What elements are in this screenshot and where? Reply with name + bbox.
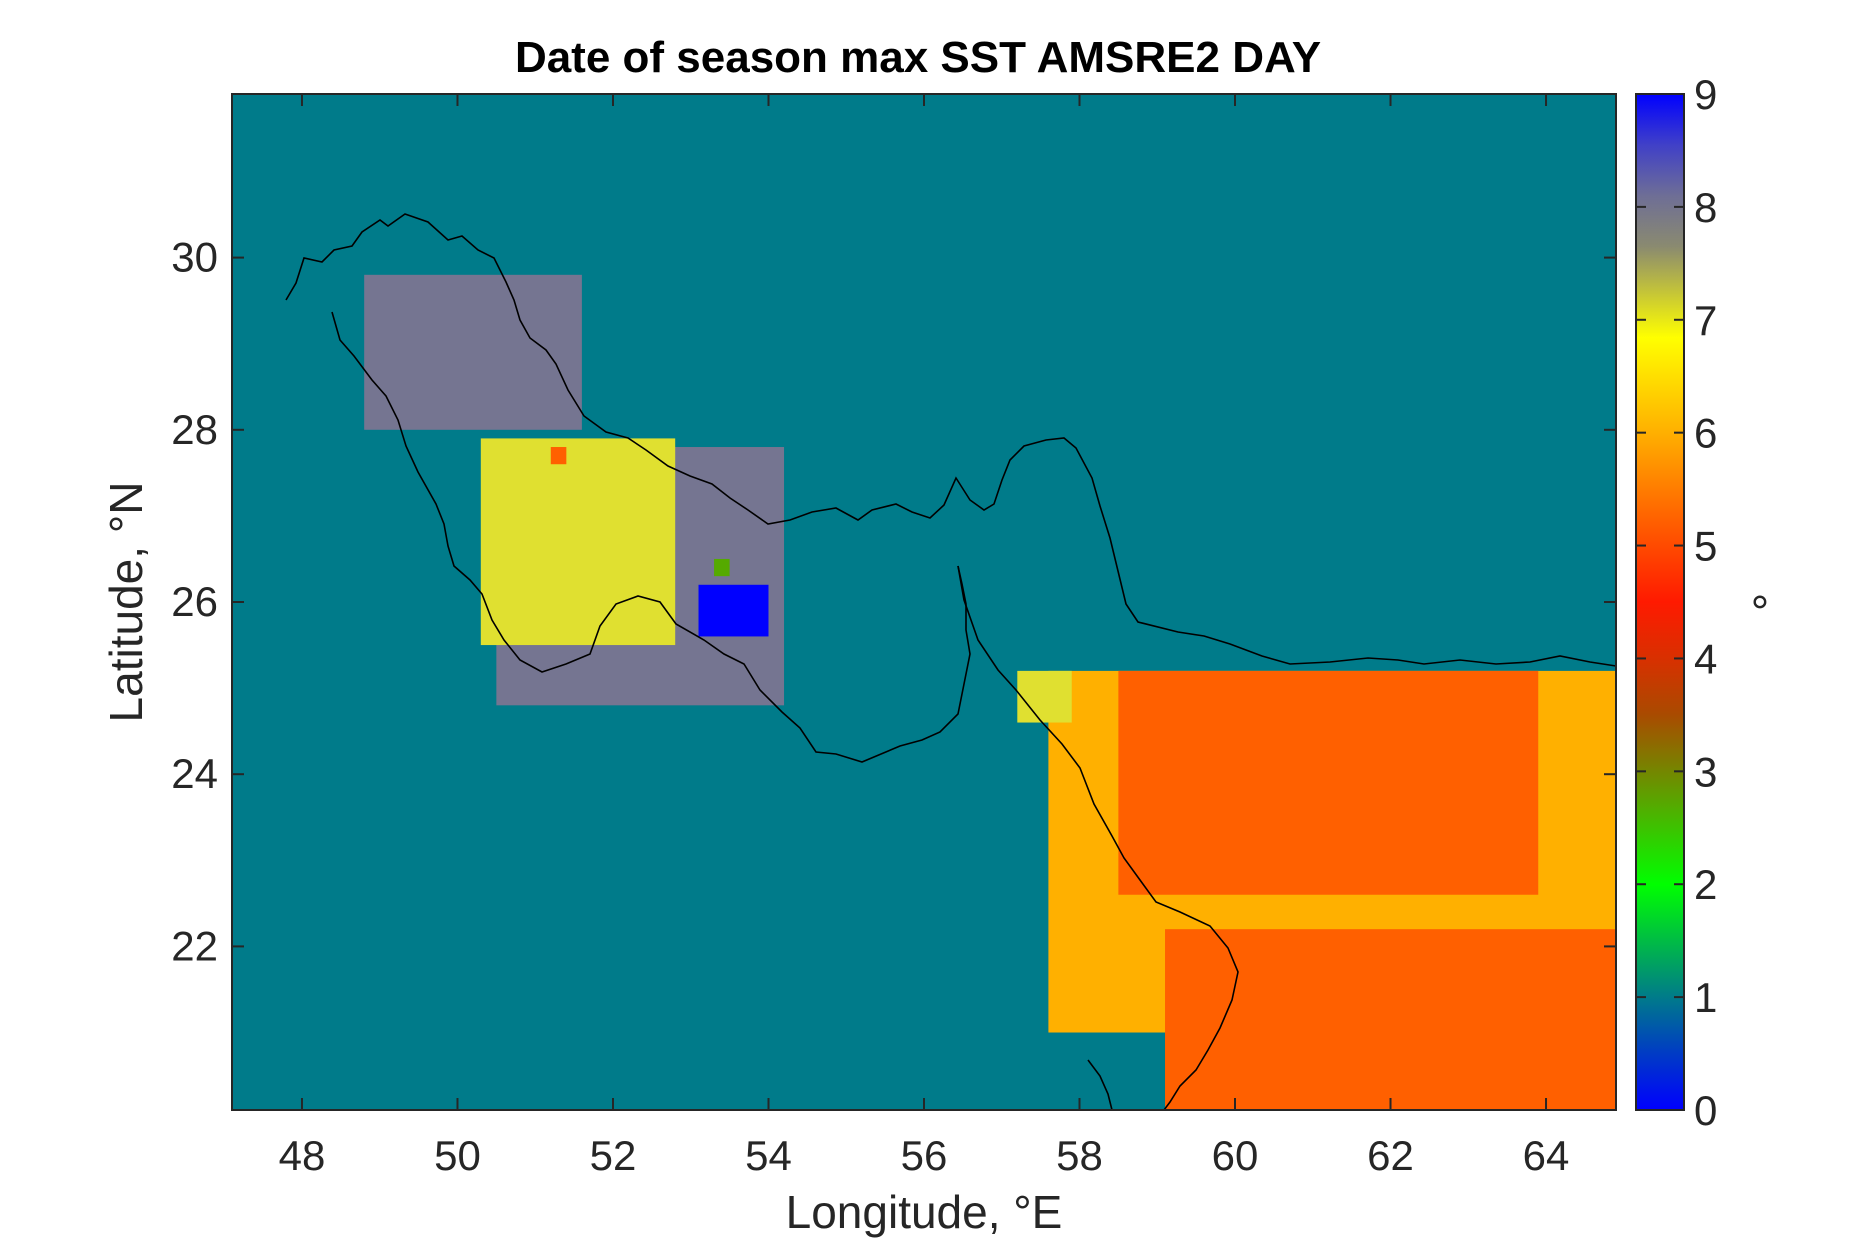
x-tick-label: 62 [1367,1132,1414,1179]
colorbar-tick-label: 1 [1694,974,1717,1021]
colorbar-tick-label: 6 [1694,410,1717,457]
colorbar-tick-label: 2 [1694,861,1717,908]
heatmap-region-2 [698,584,769,637]
colorbar-tick-label: 0 [1694,1087,1717,1134]
heatmap-region-5 [550,447,567,465]
y-tick-label: 26 [171,578,218,625]
x-axis: 48 50 52 54 56 58 60 62 64 [279,94,1570,1179]
cell-layer [364,274,1616,1110]
x-tick-label: 58 [1056,1132,1103,1179]
colorbar-tick-label: 7 [1694,297,1717,344]
colorbar-tick-label: 5 [1694,523,1717,570]
heatmap-region-4 [714,558,730,577]
y-tick-label: 22 [171,922,218,969]
x-tick-label: 56 [901,1132,948,1179]
y-axis-label: Latitude, °N [100,482,152,723]
heatmap-region-7 [1017,670,1072,723]
y-tick-label: 24 [171,750,218,797]
chart-title: Date of season max SST AMSRE2 DAY [515,33,1321,82]
x-tick-label: 64 [1523,1132,1570,1179]
x-tick-label: 48 [279,1132,326,1179]
y-tick-label: 28 [171,406,218,453]
heatmap-region-9 [1118,670,1539,895]
colorbar-ticks: 0 1 2 3 4 5 6 7 8 9 [1636,71,1717,1134]
colorbar-tick-label: 3 [1694,748,1717,795]
y-axis: 22 24 26 28 30 [171,234,1616,969]
colorbar-tick-label: 4 [1694,635,1717,682]
coastline [285,213,1616,1110]
colorbar-tick-label: 9 [1694,71,1717,118]
colorbar-label: ° [1724,593,1776,611]
heatmap-region-8 [1165,929,1616,1110]
x-axis-label: Longitude, °E [786,1186,1063,1238]
heatmap-region-3 [480,438,676,646]
y-tick-label: 30 [171,234,218,281]
x-tick-label: 54 [745,1132,792,1179]
x-tick-label: 60 [1212,1132,1259,1179]
colorbar-tick-label: 8 [1694,184,1717,231]
x-tick-label: 50 [434,1132,481,1179]
plot-area [232,94,1616,1110]
heatmap-region-0 [364,274,582,430]
x-tick-label: 52 [590,1132,637,1179]
colorbar [1635,93,1685,1111]
